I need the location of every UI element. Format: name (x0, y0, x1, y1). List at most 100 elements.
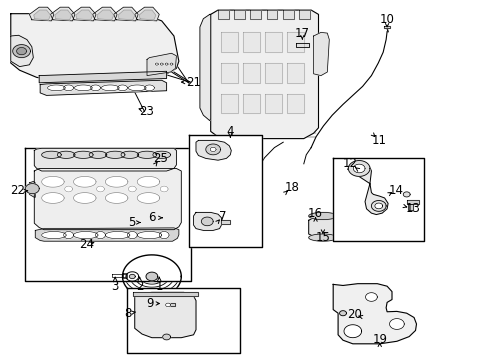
Polygon shape (57, 151, 75, 158)
Polygon shape (287, 63, 304, 83)
Polygon shape (105, 176, 128, 187)
Polygon shape (25, 184, 39, 194)
Polygon shape (39, 71, 167, 83)
Polygon shape (299, 10, 310, 19)
Polygon shape (166, 303, 171, 307)
Polygon shape (220, 32, 238, 52)
Polygon shape (189, 135, 262, 247)
Polygon shape (309, 212, 337, 220)
Polygon shape (353, 164, 365, 173)
Polygon shape (309, 234, 337, 241)
Polygon shape (159, 231, 169, 239)
Polygon shape (127, 231, 137, 239)
Polygon shape (170, 63, 173, 65)
Polygon shape (201, 217, 213, 226)
Polygon shape (390, 319, 404, 329)
Polygon shape (162, 220, 174, 223)
Polygon shape (13, 45, 30, 58)
Text: 3: 3 (111, 280, 119, 293)
Polygon shape (160, 63, 163, 65)
Polygon shape (211, 10, 318, 139)
Polygon shape (55, 10, 72, 20)
Polygon shape (25, 148, 191, 281)
Text: 14: 14 (389, 184, 403, 197)
Polygon shape (141, 220, 147, 225)
Text: 19: 19 (372, 333, 387, 346)
Polygon shape (121, 151, 139, 158)
Text: 21: 21 (186, 76, 201, 89)
Polygon shape (42, 193, 64, 203)
Polygon shape (287, 32, 304, 52)
Polygon shape (403, 192, 410, 197)
Polygon shape (408, 204, 413, 210)
Text: 2: 2 (136, 280, 144, 293)
Polygon shape (34, 168, 181, 230)
Polygon shape (35, 228, 179, 241)
Polygon shape (166, 303, 175, 306)
Polygon shape (74, 151, 93, 158)
Polygon shape (114, 7, 138, 21)
Text: 18: 18 (285, 181, 299, 194)
Polygon shape (64, 85, 74, 91)
Polygon shape (76, 10, 93, 20)
Polygon shape (333, 158, 424, 241)
Text: 9: 9 (147, 297, 154, 310)
Polygon shape (137, 151, 157, 158)
Polygon shape (101, 85, 119, 91)
Polygon shape (105, 193, 128, 203)
Polygon shape (129, 274, 135, 279)
Polygon shape (74, 85, 92, 91)
Polygon shape (139, 10, 156, 20)
Text: 1: 1 (155, 280, 163, 293)
Polygon shape (206, 144, 220, 155)
Polygon shape (220, 63, 238, 83)
Polygon shape (146, 272, 158, 281)
Text: 24: 24 (79, 238, 94, 251)
Polygon shape (287, 94, 304, 113)
Polygon shape (105, 151, 125, 158)
Polygon shape (243, 94, 260, 113)
Polygon shape (340, 311, 346, 316)
Polygon shape (283, 10, 294, 19)
Polygon shape (127, 288, 240, 353)
Polygon shape (137, 193, 160, 203)
Polygon shape (64, 231, 74, 239)
Polygon shape (50, 7, 75, 21)
Polygon shape (29, 7, 54, 21)
Polygon shape (89, 151, 107, 158)
Polygon shape (91, 85, 100, 91)
Polygon shape (314, 32, 329, 76)
Polygon shape (74, 176, 96, 187)
Polygon shape (165, 220, 172, 225)
Polygon shape (160, 186, 168, 192)
Text: 13: 13 (406, 202, 420, 215)
Text: 22: 22 (10, 184, 24, 197)
Polygon shape (265, 32, 282, 52)
Polygon shape (165, 63, 168, 65)
Polygon shape (333, 284, 416, 344)
Polygon shape (128, 186, 136, 192)
Text: 11: 11 (371, 134, 386, 147)
Polygon shape (133, 292, 198, 296)
Text: 23: 23 (140, 105, 154, 118)
Polygon shape (234, 10, 245, 19)
Polygon shape (135, 7, 159, 21)
Polygon shape (93, 7, 117, 21)
Polygon shape (348, 161, 370, 176)
Text: 4: 4 (226, 125, 234, 138)
Polygon shape (384, 26, 390, 28)
Polygon shape (97, 186, 104, 192)
Polygon shape (65, 186, 73, 192)
Polygon shape (11, 35, 33, 67)
Polygon shape (42, 231, 66, 239)
Polygon shape (135, 292, 196, 338)
Polygon shape (74, 193, 96, 203)
Polygon shape (34, 10, 50, 20)
Polygon shape (243, 32, 260, 52)
Polygon shape (42, 151, 61, 158)
Text: 20: 20 (347, 309, 362, 321)
Polygon shape (371, 201, 386, 211)
Text: 6: 6 (148, 211, 156, 224)
Polygon shape (153, 151, 171, 158)
Polygon shape (96, 231, 105, 239)
